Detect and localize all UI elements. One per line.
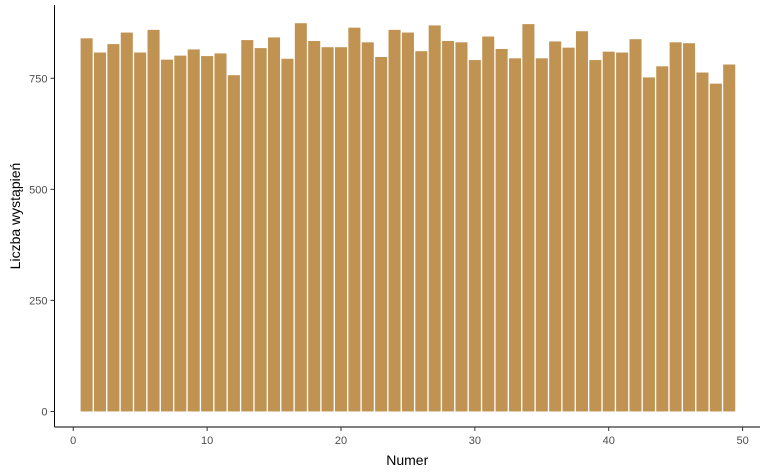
y-tick-label: 750	[29, 73, 47, 85]
bar-15	[268, 37, 281, 412]
bar-25	[401, 32, 414, 412]
bar-45	[669, 42, 682, 412]
x-tick-label: 20	[335, 435, 347, 447]
y-tick-label: 0	[41, 406, 47, 418]
bar-35	[535, 58, 548, 412]
y-axis-ticks: 0 250 500 750	[29, 73, 55, 418]
bar-47	[696, 72, 709, 412]
bar-10	[201, 56, 214, 412]
bar-2	[93, 52, 107, 412]
bar-11	[214, 53, 227, 412]
bar-40	[602, 51, 615, 412]
bar-33	[508, 58, 522, 412]
bar-38	[575, 31, 588, 412]
bar-16	[281, 58, 294, 412]
bar-18	[308, 40, 321, 412]
x-axis-title: Numer	[386, 452, 428, 468]
bar-36	[549, 41, 562, 412]
bar-13	[241, 40, 254, 412]
bar-37	[562, 47, 575, 412]
bar-42	[629, 39, 642, 412]
bar-30	[468, 60, 481, 412]
bar-24	[388, 29, 401, 412]
bar-44	[656, 66, 669, 412]
bar-49	[723, 64, 736, 412]
bar-17	[294, 23, 307, 412]
y-axis-title: Liczba wystąpień	[7, 163, 23, 270]
bar-1	[80, 38, 93, 412]
bar-5	[134, 52, 147, 412]
bar-48	[709, 83, 722, 412]
x-tick-label: 10	[201, 435, 213, 447]
bar-8	[174, 55, 187, 412]
bar-41	[616, 52, 629, 412]
bar-7	[160, 59, 173, 412]
bar-28	[442, 40, 455, 412]
bar-31	[482, 36, 495, 412]
bar-20	[334, 47, 348, 412]
bar-22	[361, 42, 374, 412]
bar-12	[227, 75, 240, 412]
x-tick-label: 50	[736, 435, 748, 447]
bar-14	[254, 48, 267, 412]
bars-group	[80, 23, 736, 412]
bar-46	[683, 43, 696, 412]
bar-27	[428, 25, 441, 412]
bar-4	[120, 32, 133, 412]
bar-29	[455, 42, 468, 412]
x-tick-label: 0	[70, 435, 76, 447]
bar-3	[107, 44, 120, 412]
bar-32	[495, 48, 508, 412]
y-tick-label: 500	[29, 184, 47, 196]
bar-34	[522, 24, 535, 412]
x-tick-label: 40	[603, 435, 615, 447]
bar-19	[321, 47, 334, 412]
bar-21	[348, 27, 361, 412]
bar-9	[187, 49, 200, 412]
x-axis-ticks: 0 10 20 30 40 50	[70, 427, 749, 447]
bar-6	[147, 29, 160, 412]
bar-26	[415, 51, 428, 412]
bar-23	[375, 56, 388, 412]
bar-39	[589, 60, 602, 412]
y-tick-label: 250	[29, 295, 47, 307]
bar-43	[642, 77, 655, 412]
x-tick-label: 30	[469, 435, 481, 447]
